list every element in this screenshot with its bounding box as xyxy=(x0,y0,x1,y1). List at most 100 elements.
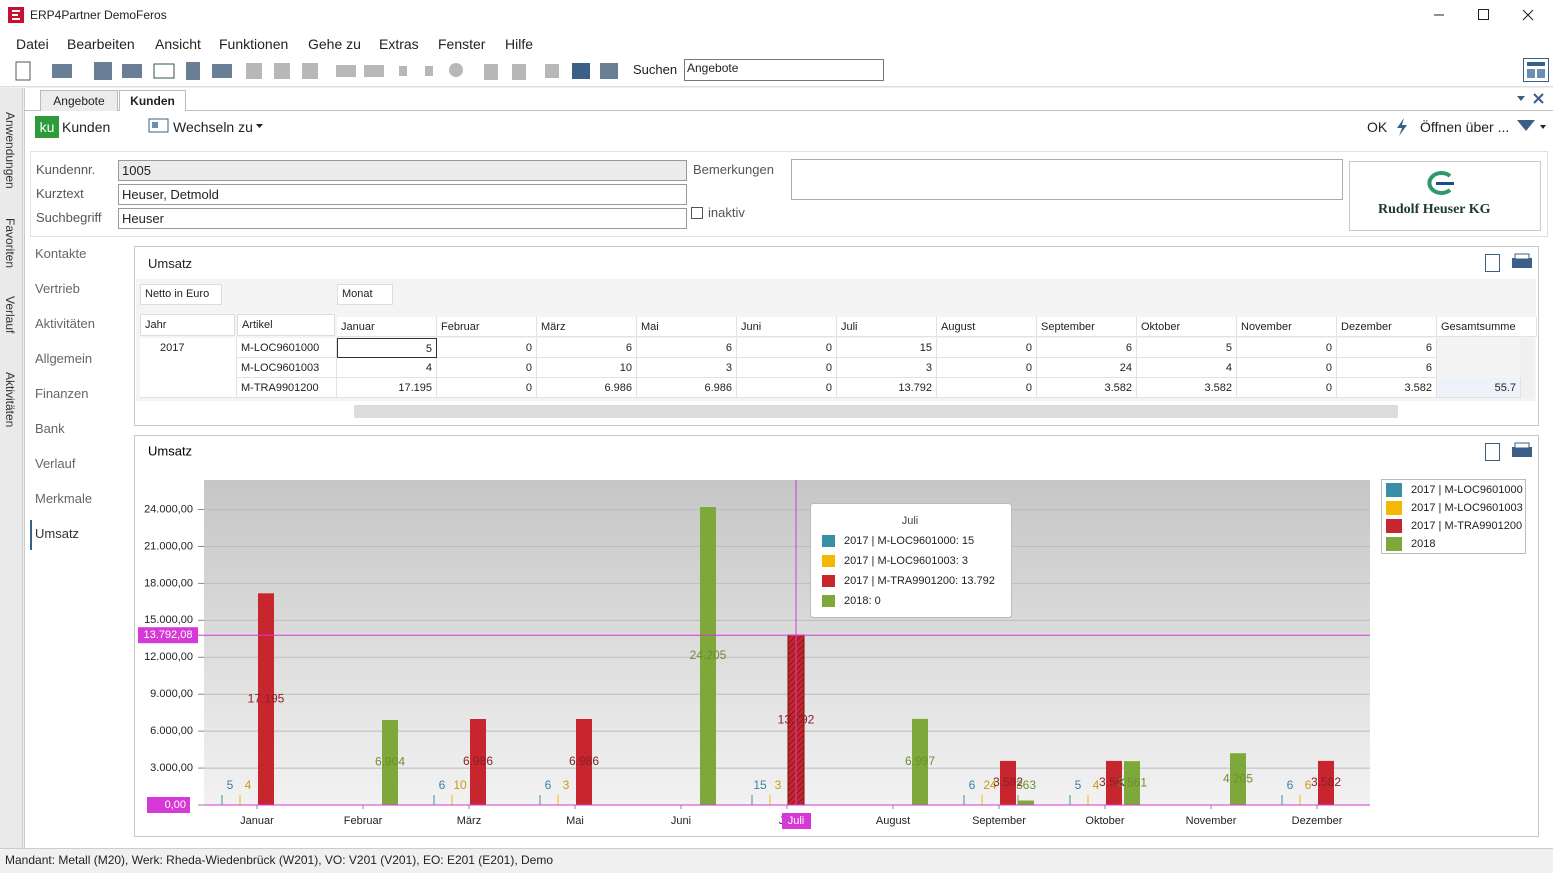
data-label: 17.195 xyxy=(248,691,285,705)
pivot-cell: 6 xyxy=(537,338,637,358)
pivot-row-field[interactable]: Artikel xyxy=(237,314,335,336)
tooltip-swatch xyxy=(822,595,835,607)
data-label: 6.986 xyxy=(463,754,493,768)
pivot-cell: 6 xyxy=(1037,338,1137,358)
pivot-cell: 10 xyxy=(537,358,637,378)
tooltip-item: 2018: 0 xyxy=(844,595,881,607)
field-input[interactable]: Heuser, Detmold xyxy=(118,184,687,205)
menu-item[interactable]: Funktionen xyxy=(219,36,288,52)
menu-item[interactable]: Fenster xyxy=(438,36,485,52)
x-tick-label: Oktober xyxy=(1085,815,1124,827)
data-label: 6 xyxy=(545,778,552,792)
data-label: 4 xyxy=(245,778,252,792)
menu-item[interactable]: Ansicht xyxy=(155,36,201,52)
data-label: 5 xyxy=(227,778,234,792)
chart-title: Umsatz xyxy=(148,443,192,458)
pivot-column-header: November xyxy=(1237,317,1337,337)
pivot-cell: 4 xyxy=(337,358,437,378)
legend-swatch xyxy=(1386,483,1402,497)
x-tick-label: Dezember xyxy=(1292,815,1343,827)
data-label: 3 xyxy=(563,778,570,792)
data-label: 3 xyxy=(775,778,782,792)
rail-item[interactable]: Favoriten xyxy=(3,218,17,268)
pivot-column-header: Februar xyxy=(437,317,537,337)
menu-item[interactable]: Gehe zu xyxy=(308,36,361,52)
y-tick-label: 24.000,00 xyxy=(144,503,193,515)
pivot-cell: 0 xyxy=(937,338,1037,358)
nav-item[interactable]: Verlauf xyxy=(35,456,75,471)
legend-label: 2017 | M-LOC9601000 xyxy=(1411,484,1523,496)
data-label: 10 xyxy=(453,778,467,792)
nav-item[interactable]: Merkmale xyxy=(35,491,92,506)
nav-item[interactable]: Kontakte xyxy=(35,246,86,261)
x-tick-label: Mai xyxy=(566,815,584,827)
pivot-cell: 15 xyxy=(837,338,937,358)
pivot-article: M-LOC9601000 xyxy=(237,338,337,358)
data-label: 24.205 xyxy=(690,648,727,662)
data-label: 6.904 xyxy=(375,755,405,769)
tab[interactable]: Angebote xyxy=(40,90,118,111)
pivot-column-header: September xyxy=(1037,317,1137,337)
data-label: 5 xyxy=(1075,778,1082,792)
nav-item[interactable]: Umsatz xyxy=(35,526,79,541)
pivot-cell: 55.7 xyxy=(1437,378,1521,398)
field-input[interactable]: Heuser xyxy=(118,208,687,229)
pivot-cell: 6 xyxy=(637,338,737,358)
pivot-cell: 4 xyxy=(1137,358,1237,378)
nav-item[interactable]: Allgemein xyxy=(35,351,92,366)
pivot-column-header: März xyxy=(537,317,637,337)
pivot-column-header: Dezember xyxy=(1337,317,1437,337)
menu-item[interactable]: Bearbeiten xyxy=(67,36,135,52)
menu-item[interactable]: Hilfe xyxy=(505,36,533,52)
menu-item[interactable]: Datei xyxy=(16,36,49,52)
pivot-column-header: Mai xyxy=(637,317,737,337)
pivot-cell: 5 xyxy=(1137,338,1237,358)
nav-item[interactable]: Aktivitäten xyxy=(35,316,95,331)
crosshair-y-label: 13.792,08 xyxy=(144,629,193,641)
data-label: 3.582 xyxy=(1311,775,1341,789)
field-label: Suchbegriff xyxy=(36,210,102,225)
nav-item[interactable]: Bank xyxy=(35,421,65,436)
x-tick-label: Juni xyxy=(671,815,691,827)
nav-item[interactable]: Finanzen xyxy=(35,386,88,401)
x-tick-label: Februar xyxy=(344,815,383,827)
data-label: 6 xyxy=(439,778,446,792)
pivot-cell: 0 xyxy=(437,378,537,398)
data-label: 3.561 xyxy=(1117,775,1147,789)
pivot-row-field[interactable]: Jahr xyxy=(140,314,235,336)
rail-item[interactable]: Anwendungen xyxy=(3,112,17,189)
y-tick-label: 9.000,00 xyxy=(150,688,193,700)
field-input[interactable]: 1005 xyxy=(118,160,687,181)
data-label: 6.986 xyxy=(569,754,599,768)
pivot-cell: 0 xyxy=(1237,358,1337,378)
pivot-column-header: Oktober xyxy=(1137,317,1237,337)
pivot-field-button[interactable]: Monat xyxy=(337,284,393,305)
y-tick-label: 15.000,00 xyxy=(144,614,193,626)
status-text: Mandant: Metall (M20), Werk: Rheda-Wiede… xyxy=(5,853,553,867)
y-tick-label: 18.000,00 xyxy=(144,577,193,589)
data-label: 4.205 xyxy=(1223,771,1253,785)
data-label: 15 xyxy=(753,778,767,792)
pivot-cell: 3 xyxy=(637,358,737,378)
y-tick-label: 3.000,00 xyxy=(150,762,193,774)
legend-label: 2017 | M-LOC9601003 xyxy=(1411,502,1523,514)
pivot-cell: 0 xyxy=(737,358,837,378)
pivot-cell: 0 xyxy=(1237,338,1337,358)
pivot-cell: 5 xyxy=(337,338,437,358)
crosshair-x-label: Juli xyxy=(788,815,805,827)
menu-item[interactable]: Extras xyxy=(379,36,419,52)
tab[interactable]: Kunden xyxy=(119,90,186,111)
y-tick-label: 6.000,00 xyxy=(150,725,193,737)
pivot-cell: 3 xyxy=(837,358,937,378)
pivot-cell: 6.986 xyxy=(537,378,637,398)
tooltip-item: 2017 | M-LOC9601000: 15 xyxy=(844,535,974,547)
rail-item[interactable]: Verlauf xyxy=(3,296,17,333)
pivot-cell: 0 xyxy=(1237,378,1337,398)
data-label: 6 xyxy=(1287,778,1294,792)
pivot-field-button[interactable]: Netto in Euro xyxy=(140,284,222,305)
pivot-cell: 0 xyxy=(437,358,537,378)
pivot-cell: 3.582 xyxy=(1037,378,1137,398)
nav-item[interactable]: Vertrieb xyxy=(35,281,80,296)
pivot-cell: 13.792 xyxy=(837,378,937,398)
rail-item[interactable]: Aktivitäten xyxy=(3,372,17,427)
